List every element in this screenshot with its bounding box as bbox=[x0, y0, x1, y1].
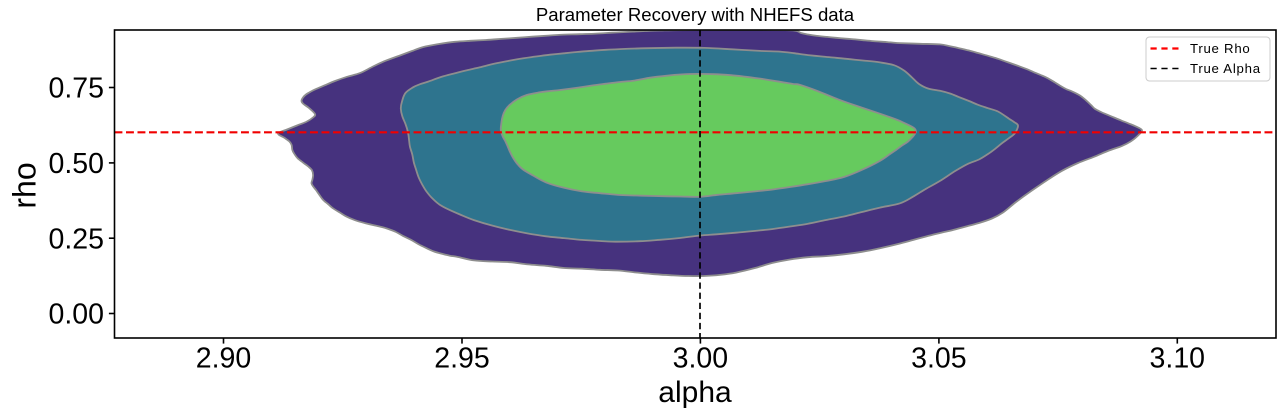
svg-text:Parameter Recovery with NHEFS: Parameter Recovery with NHEFS data bbox=[536, 4, 855, 25]
svg-text:True Alpha: True Alpha bbox=[1190, 61, 1261, 76]
svg-text:2.95: 2.95 bbox=[434, 343, 489, 375]
svg-text:True Rho: True Rho bbox=[1190, 41, 1250, 56]
svg-text:3.00: 3.00 bbox=[673, 343, 728, 375]
svg-text:alpha: alpha bbox=[658, 376, 732, 409]
svg-text:3.05: 3.05 bbox=[911, 343, 966, 375]
svg-text:0.75: 0.75 bbox=[49, 73, 104, 105]
svg-text:2.90: 2.90 bbox=[196, 343, 251, 375]
svg-text:0.25: 0.25 bbox=[49, 223, 104, 255]
svg-text:rho: rho bbox=[7, 162, 43, 208]
svg-text:0.50: 0.50 bbox=[49, 148, 104, 180]
svg-text:0.00: 0.00 bbox=[49, 299, 104, 331]
svg-text:3.10: 3.10 bbox=[1150, 343, 1205, 375]
